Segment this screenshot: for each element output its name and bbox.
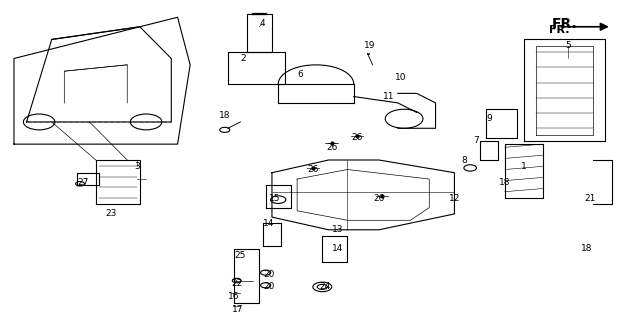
Text: 26: 26 bbox=[307, 165, 319, 174]
Text: 25: 25 bbox=[235, 251, 246, 260]
Text: 16: 16 bbox=[228, 292, 240, 301]
Text: 4: 4 bbox=[260, 19, 265, 28]
Text: 14: 14 bbox=[263, 219, 274, 228]
Text: 8: 8 bbox=[461, 156, 467, 164]
Text: 6: 6 bbox=[298, 70, 303, 79]
Text: 26: 26 bbox=[326, 143, 337, 152]
Text: 17: 17 bbox=[231, 305, 243, 314]
Text: 11: 11 bbox=[382, 92, 394, 101]
Text: 12: 12 bbox=[449, 194, 460, 203]
Text: FR.: FR. bbox=[549, 25, 569, 35]
Text: 27: 27 bbox=[78, 178, 89, 187]
Text: 15: 15 bbox=[269, 194, 281, 203]
Text: 5: 5 bbox=[565, 41, 571, 50]
Text: 26: 26 bbox=[374, 194, 385, 203]
Text: 19: 19 bbox=[364, 41, 375, 50]
Text: 22: 22 bbox=[232, 279, 243, 288]
Text: 18: 18 bbox=[219, 111, 231, 120]
Text: 14: 14 bbox=[332, 244, 344, 253]
Text: 2: 2 bbox=[241, 54, 246, 63]
Text: 18: 18 bbox=[499, 178, 511, 187]
Text: 3: 3 bbox=[134, 162, 140, 171]
Text: 20: 20 bbox=[263, 282, 274, 292]
Text: 20: 20 bbox=[263, 270, 274, 279]
Text: FR.: FR. bbox=[552, 17, 578, 31]
Text: 21: 21 bbox=[584, 194, 595, 203]
Text: 9: 9 bbox=[486, 114, 492, 123]
Text: 10: 10 bbox=[395, 73, 407, 82]
Text: 7: 7 bbox=[473, 136, 479, 146]
Text: 18: 18 bbox=[581, 244, 592, 253]
Text: 13: 13 bbox=[332, 225, 344, 234]
Text: 1: 1 bbox=[521, 162, 526, 171]
Text: 26: 26 bbox=[351, 133, 363, 142]
Text: 24: 24 bbox=[320, 282, 331, 292]
Text: 23: 23 bbox=[106, 209, 117, 219]
